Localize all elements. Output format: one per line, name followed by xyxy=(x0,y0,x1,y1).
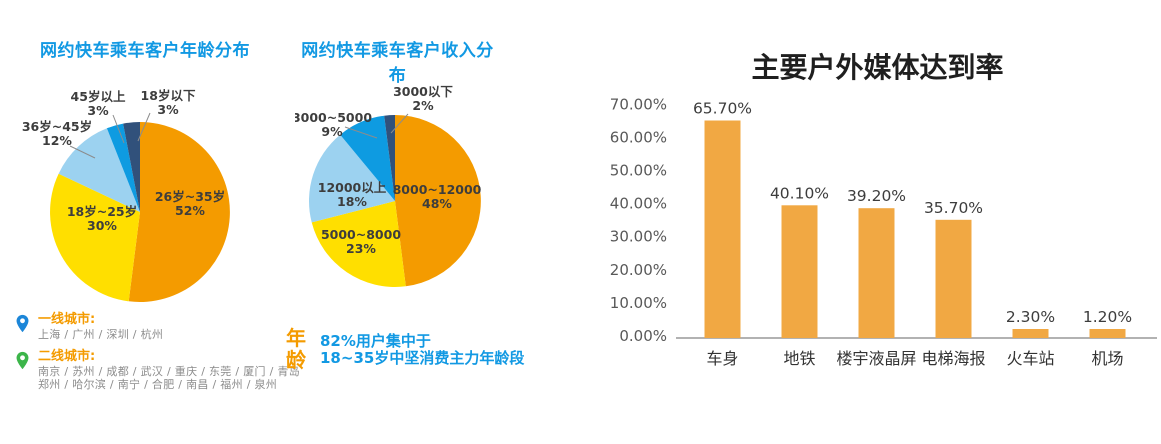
pie-slice-label: 26岁~35岁 xyxy=(155,189,225,204)
bar-chart-title: 主要户外媒体达到率 xyxy=(751,51,1004,84)
pie-slice xyxy=(123,122,140,212)
label-leader-line xyxy=(344,126,378,139)
y-axis-tick-label: 0.00% xyxy=(619,327,667,345)
pie-slice xyxy=(128,122,230,302)
tier1-city-list: 上海 / 广州 / 深圳 / 杭州 xyxy=(38,328,164,341)
bar-category-label: 机场 xyxy=(1091,349,1123,368)
bar xyxy=(1012,329,1049,338)
pie-slice-pct: 3% xyxy=(87,103,109,118)
y-axis-tick-label: 70.00% xyxy=(610,95,667,113)
tier1-text-block: 一线城市: 上海 / 广州 / 深圳 / 杭州 xyxy=(38,312,163,342)
city-legend: 一线城市: 上海 / 广州 / 深圳 / 杭州 二线城市: 南京 / 苏州 / … xyxy=(16,312,306,392)
y-axis-tick-label: 30.00% xyxy=(610,228,667,246)
tier2-city-list-line1: 南京 / 苏州 / 成都 / 武汉 / 重庆 / 东莞 / 厦门 / 青岛 xyxy=(38,364,300,378)
pie-slice-label: 36岁~45岁 xyxy=(22,119,92,134)
bar xyxy=(935,219,972,338)
tier1-label: 一线城市: xyxy=(38,312,96,327)
pie-slice xyxy=(308,134,395,223)
y-axis-tick-label: 10.00% xyxy=(610,294,667,312)
tier2-label: 二线城市: xyxy=(38,348,96,364)
bar-category-label: 车身 xyxy=(706,349,738,368)
tier2-cities-row: 二线城市: 南京 / 苏州 / 成都 / 武汉 / 重庆 / 东莞 / 厦门 /… xyxy=(16,349,306,392)
bar-value-label: 65.70% xyxy=(693,100,752,118)
location-pin-icon xyxy=(16,314,29,333)
pie-slice xyxy=(50,173,140,302)
bar xyxy=(704,120,741,338)
pie-slice-pct: 2% xyxy=(412,98,434,113)
pie-slice-pct: 52% xyxy=(175,203,205,218)
bar-category-label: 电梯海报 xyxy=(921,349,985,368)
bar-value-label: 2.30% xyxy=(1006,308,1055,326)
pie-slice xyxy=(58,128,140,212)
y-axis-tick-label: 40.00% xyxy=(610,195,667,213)
pie-slice xyxy=(384,115,395,201)
pie-slice xyxy=(340,115,395,201)
bar-value-label: 39.20% xyxy=(847,187,906,205)
age-pie-title: 网约快车乘车客户年龄分布 xyxy=(40,41,250,61)
pie-slice-label: 5000~8000 xyxy=(321,227,401,242)
age-note: 年龄 82%用户集中于 18~35岁中坚消费主力年龄段 xyxy=(286,327,524,371)
age-note-line1: 82%用户集中于 xyxy=(320,332,431,350)
pie-slice-pct: 9% xyxy=(321,124,343,139)
pie-slice-pct: 18% xyxy=(337,194,367,209)
label-leader-line xyxy=(112,114,125,144)
bar xyxy=(781,205,818,338)
bar-value-label: 1.20% xyxy=(1083,308,1132,326)
bar xyxy=(858,208,895,338)
location-pin-icon xyxy=(16,351,29,369)
pie-slice-pct: 23% xyxy=(346,241,376,256)
tier2-city-list-line2: 郑州 / 哈尔滨 / 南宁 / 合肥 / 南昌 / 福州 / 泉州 xyxy=(38,378,278,391)
pie-slice xyxy=(106,123,140,212)
y-axis-tick-label: 60.00% xyxy=(610,128,667,146)
pie-slice-pct: 3% xyxy=(157,102,179,117)
pie-slice-label: 12000以上 xyxy=(318,180,387,195)
age-pie-chart: 26岁~35岁52%18岁~25岁30%36岁~45岁12%45岁以上3%18岁… xyxy=(22,88,230,302)
income-pie-title: 网约快车乘车客户收入分布 xyxy=(301,41,494,86)
bar-category-label: 火车站 xyxy=(1006,349,1054,368)
tier1-cities-row: 一线城市: 上海 / 广州 / 深圳 / 杭州 xyxy=(16,312,306,342)
pie-slice-label: 45岁以上 xyxy=(71,89,126,104)
label-leader-line xyxy=(390,113,409,134)
age-note-label: 年龄 xyxy=(286,326,306,372)
y-axis-tick-label: 20.00% xyxy=(610,261,667,279)
pie-slice-label: 18岁以下 xyxy=(141,88,196,103)
pie-slice-pct: 48% xyxy=(422,196,452,211)
bar-category-label: 楼宇液晶屏 xyxy=(836,349,916,368)
pie-slice-label: 18岁~25岁 xyxy=(67,204,137,219)
bar-value-label: 35.70% xyxy=(924,199,983,217)
label-leader-line xyxy=(69,145,96,159)
pie-slice xyxy=(311,201,406,287)
pie-slice-pct: 12% xyxy=(42,133,72,148)
tier2-text-block: 二线城市: 南京 / 苏州 / 成都 / 武汉 / 重庆 / 东莞 / 厦门 /… xyxy=(38,349,300,392)
bar-value-label: 40.10% xyxy=(770,184,829,202)
pie-slice-pct: 30% xyxy=(87,218,117,233)
age-note-line2: 18~35岁中坚消费主力年龄段 xyxy=(320,349,525,367)
y-axis-tick-label: 50.00% xyxy=(610,162,667,180)
label-leader-line xyxy=(137,112,151,142)
pie-slice-label: 3000以下 xyxy=(393,84,453,99)
pie-slice-label: 3000~5000 xyxy=(295,110,372,125)
bar xyxy=(1089,329,1126,338)
pie-slice-label: 8000~12000 xyxy=(393,182,482,197)
bar-category-label: 地铁 xyxy=(783,349,815,368)
pie-slice xyxy=(395,115,481,287)
age-note-text-block: 82%用户集中于 18~35岁中坚消费主力年龄段 xyxy=(320,327,524,371)
media-bar-chart: 0.00% 10.00% 20.00% 30.00% 40.00% 50.00% 60.00… xyxy=(610,95,1157,368)
